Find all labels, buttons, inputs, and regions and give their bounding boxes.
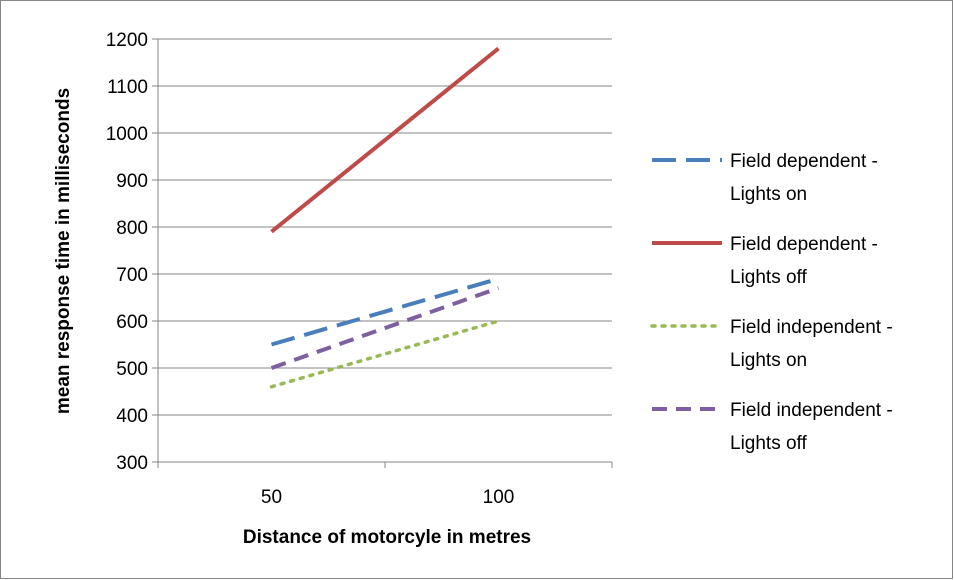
legend-label-line1: Field independent - — [730, 400, 893, 421]
gridlines — [158, 38, 612, 416]
legend-label-line2: Lights on — [730, 184, 807, 205]
axes — [152, 38, 613, 468]
legend-label-line2: Lights off — [730, 433, 807, 454]
y-axis-title: mean response time in milliseconds — [53, 88, 74, 414]
series-line — [270, 276, 500, 347]
y-tick-label: 500 — [116, 359, 148, 380]
legend-label-line2: Lights on — [730, 350, 807, 371]
series-line — [270, 286, 500, 370]
x-tick-labels: 50 100 — [261, 487, 514, 508]
series-line — [270, 46, 500, 234]
x-tick-label: 100 — [483, 487, 515, 508]
y-tick-label: 900 — [116, 171, 148, 192]
y-tick-label: 1000 — [106, 124, 148, 145]
legend-label-line1: Field dependent - — [730, 151, 878, 172]
y-tick-label: 700 — [116, 265, 148, 286]
series-line — [269, 319, 501, 389]
x-tick-label: 50 — [261, 487, 282, 508]
legend-label-line1: Field dependent - — [730, 234, 878, 255]
x-axis-title: Distance of motorcyle in metres — [243, 527, 531, 548]
series-lines — [269, 46, 501, 389]
legend: Field dependent - Lights on Field dependen… — [650, 151, 893, 454]
legend-label-line2: Lights off — [730, 267, 807, 288]
y-tick-label: 1200 — [106, 30, 148, 51]
y-tick-labels: 300 400 500 600 700 800 900 1000 1100 1200 — [106, 30, 148, 474]
y-tick-label: 400 — [116, 406, 148, 427]
y-tick-label: 300 — [116, 453, 148, 474]
y-tick-label: 600 — [116, 312, 148, 333]
legend-label-line1: Field independent - — [730, 317, 893, 338]
y-tick-label: 1100 — [107, 77, 148, 98]
y-tick-label: 800 — [116, 218, 148, 239]
